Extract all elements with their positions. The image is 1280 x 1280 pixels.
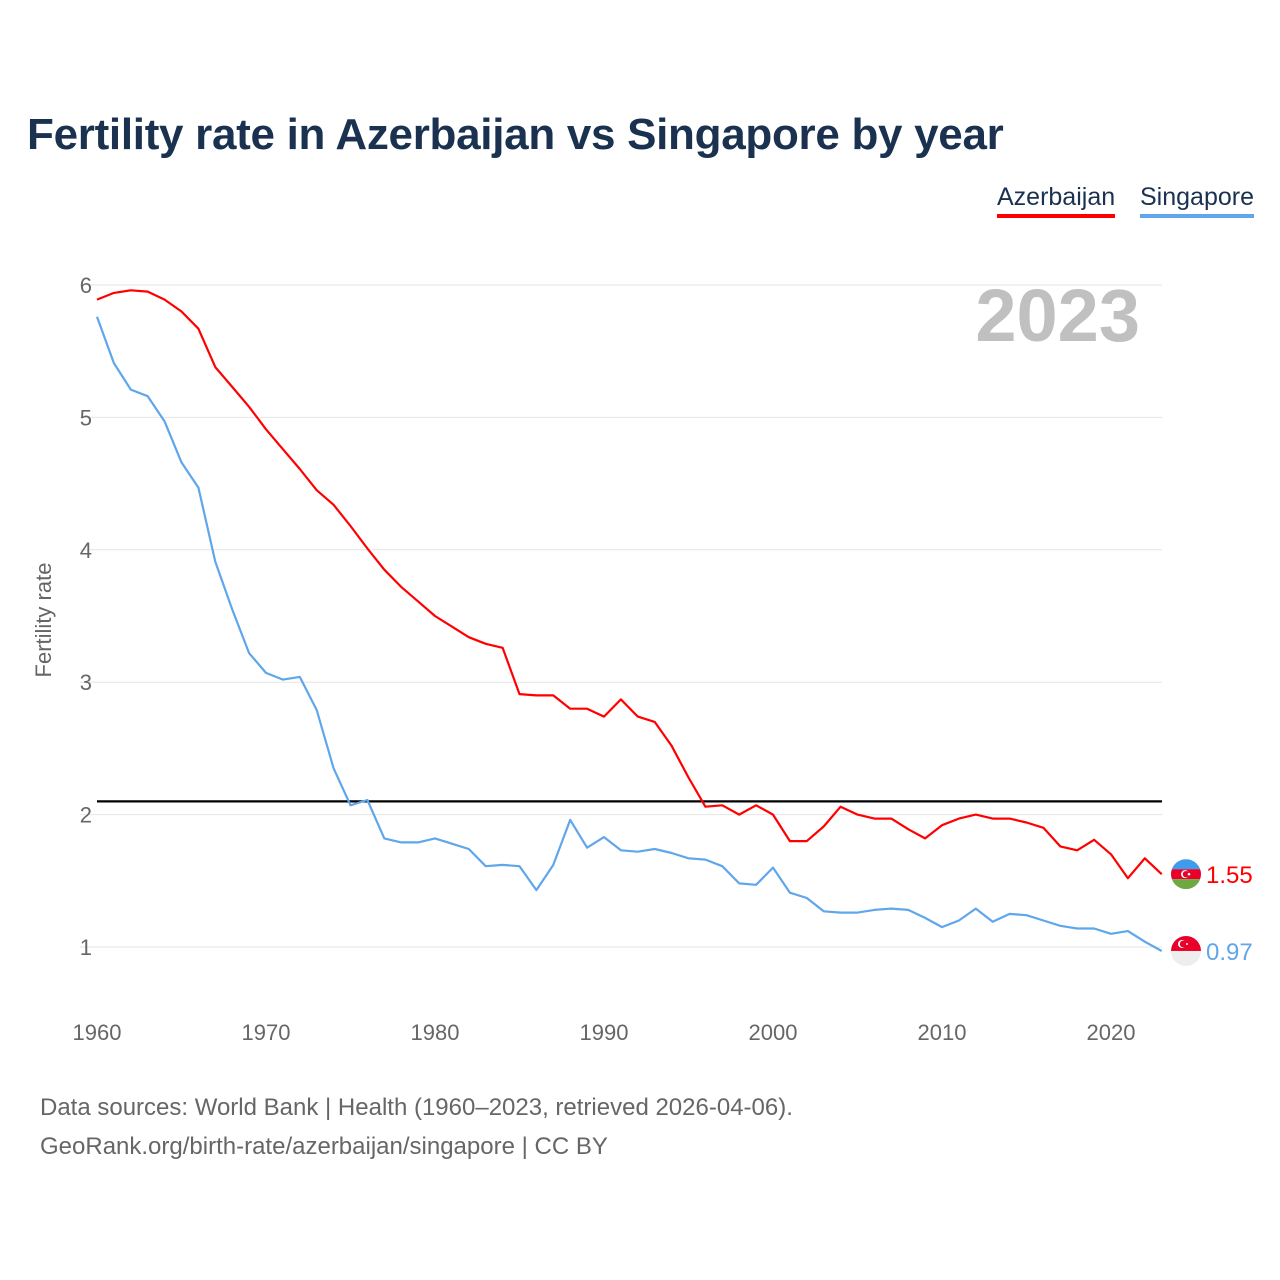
flag-icon-azerbaijan [1171,859,1201,890]
y-tick-label: 2 [80,803,92,828]
end-value-label: 0.97 [1206,939,1253,966]
y-tick-label: 6 [80,273,92,298]
x-tick-label: 2000 [749,1020,798,1045]
source-link[interactable]: GeoRank.org/birth-rate/azerbaijan/singap… [40,1133,608,1160]
y-tick-label: 5 [80,405,92,430]
flag-icon-singapore [1171,935,1201,966]
end-value-label: 1.55 [1206,862,1253,889]
y-tick-label: 1 [80,935,92,960]
legend-item-azerbaijan[interactable]: Azerbaijan [997,183,1116,218]
footer: Data sources: World Bank | Health (1960–… [40,1088,793,1166]
series-line-azerbaijan [96,289,1163,880]
chart-title: Fertility rate in Azerbaijan vs Singapor… [27,110,1004,159]
legend-item-singapore[interactable]: Singapore [1140,183,1254,218]
x-tick-label: 1990 [580,1020,629,1045]
y-axis-label: Fertility rate [31,563,56,678]
x-tick-label: 2020 [1087,1020,1136,1045]
x-tick-label: 1960 [73,1020,122,1045]
x-tick-label: 2010 [918,1020,967,1045]
series-line-singapore [95,316,1163,952]
x-tick-label: 1970 [242,1020,291,1045]
data-source-text: Data sources: World Bank | Health (1960–… [40,1094,793,1121]
year-watermark: 2023 [975,274,1140,357]
y-tick-label: 4 [80,538,92,563]
y-tick-label: 3 [80,670,92,695]
x-tick-label: 1980 [411,1020,460,1045]
